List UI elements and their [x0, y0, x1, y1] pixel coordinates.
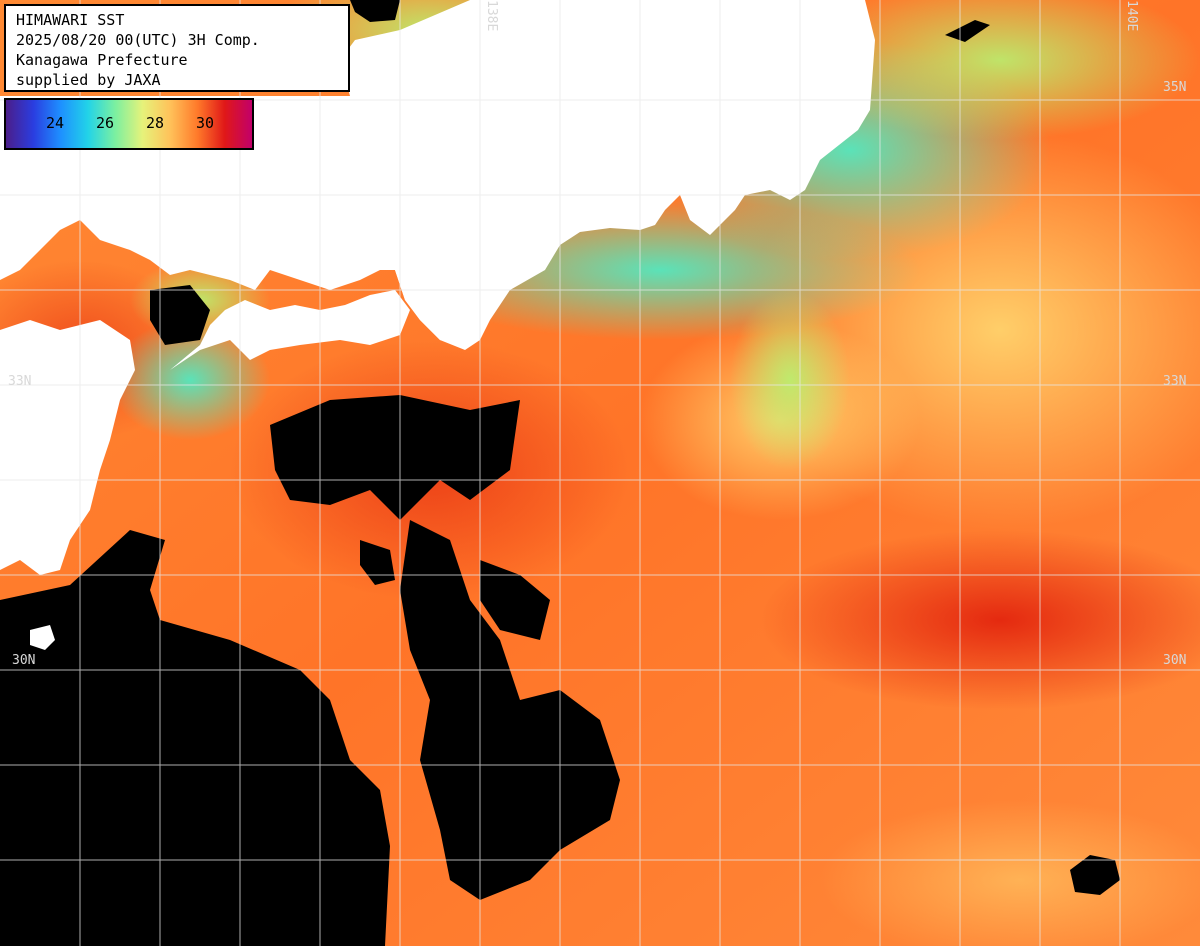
no-data-area	[240, 770, 280, 810]
latitude-label-30n-right: 30N	[1163, 653, 1187, 668]
no-data-area	[1070, 855, 1120, 895]
cool-coastal-water	[110, 320, 270, 440]
longitude-label-138e: 138E	[484, 0, 499, 32]
latitude-label-30n-left: 30N	[12, 653, 36, 668]
latitude-label-33n-left: 33N	[8, 374, 32, 389]
land-kyushu	[0, 320, 135, 575]
land-kii-peninsula	[395, 260, 470, 345]
colorbar-label-26: 26	[96, 114, 115, 132]
colorbar-label-28: 28	[146, 114, 165, 132]
cool-coastal-water	[800, 0, 1200, 140]
no-data-area	[350, 0, 400, 22]
no-data-area	[270, 395, 520, 520]
no-data-area	[0, 530, 390, 946]
no-data-area	[360, 540, 395, 585]
mild-water-zone	[820, 800, 1200, 946]
temperature-colorbar: 24 26 28 30	[4, 98, 254, 150]
map-title: HIMAWARI SST	[16, 11, 125, 29]
no-data-area	[480, 560, 550, 640]
latitude-label-35n: 35N	[1163, 80, 1187, 95]
map-credit: supplied by JAXA	[16, 71, 161, 89]
map-datetime: 2025/08/20 00(UTC) 3H Comp.	[16, 31, 260, 49]
no-data-area	[945, 20, 990, 42]
map-region: Kanagawa Prefecture	[16, 51, 188, 69]
no-data-area	[150, 285, 210, 345]
land-honshu	[0, 0, 875, 350]
land-shikoku	[170, 290, 410, 370]
info-panel: HIMAWARI SST 2025/08/20 00(UTC) 3H Comp.…	[4, 4, 350, 92]
longitude-label-140e: 140E	[1124, 0, 1139, 32]
cool-coastal-water	[730, 290, 850, 470]
no-data-area	[400, 520, 620, 900]
land-island	[30, 625, 55, 650]
colorbar-label-30: 30	[196, 114, 215, 132]
colorbar-label-24: 24	[46, 114, 65, 132]
latitude-label-33n-right: 33N	[1163, 374, 1187, 389]
